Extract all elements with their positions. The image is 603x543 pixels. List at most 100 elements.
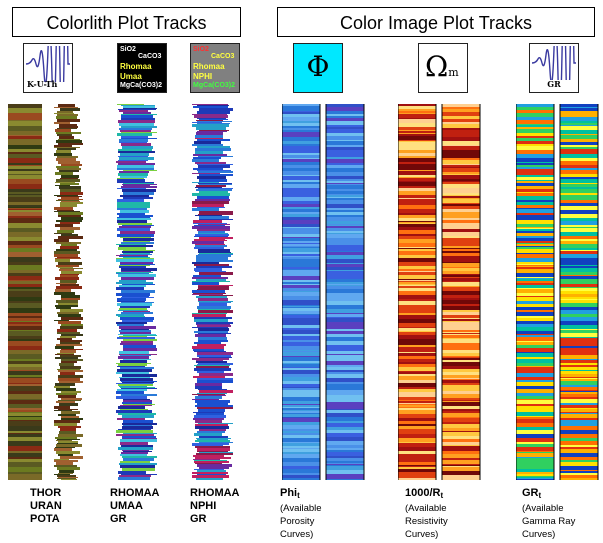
resistivity-left-band — [398, 198, 436, 199]
gamma-right-band — [560, 145, 598, 147]
phi-right-band — [326, 409, 364, 410]
kuth-band — [8, 284, 42, 286]
phi-right-band — [326, 279, 364, 282]
rhomaa-nphi-band — [198, 301, 233, 302]
phi-right-band — [326, 153, 364, 157]
kuth-band — [8, 270, 42, 273]
kuth-curve-band — [55, 224, 73, 227]
resistivity-left-band — [398, 351, 436, 352]
gamma-right-band — [560, 174, 598, 177]
resistivity-left-band — [398, 392, 436, 393]
rhomaa-nphi-band — [193, 168, 223, 170]
phi-left-band — [282, 155, 320, 158]
rhomaa-nphi-band — [197, 146, 230, 148]
gamma-right-band — [560, 453, 598, 457]
rhomaa-nphi-band — [199, 119, 228, 120]
kuth-band — [8, 433, 42, 434]
phi-right-band — [326, 109, 364, 111]
resistivity-left-band — [398, 175, 436, 177]
gamma-left-band — [516, 133, 554, 136]
resistivity-right-band — [442, 258, 480, 261]
phi-left-band — [282, 171, 320, 175]
rhomaa-umaa-band — [118, 406, 145, 409]
colorlith-header: Colorlith Plot Tracks — [12, 7, 241, 37]
kuth-band — [8, 202, 42, 205]
gamma-left-band — [516, 327, 554, 331]
gamma-left-band — [516, 386, 554, 389]
kuth-curve-band — [60, 309, 83, 312]
resistivity-left-band — [398, 284, 436, 285]
rhomaa-umaa-band — [118, 163, 155, 165]
phi-left-band — [282, 438, 320, 442]
resistivity-right-band — [442, 325, 480, 328]
gamma-right-band — [560, 473, 598, 475]
gamma-left-band — [516, 279, 554, 281]
phi-left-band — [282, 110, 320, 111]
resistivity-left-band — [398, 186, 436, 188]
rhomaa-umaa-icon-line: Umaa — [120, 72, 142, 81]
phi-right-band — [326, 176, 364, 179]
resistivity-left-band — [398, 331, 436, 332]
phi-right-band — [326, 259, 364, 263]
rhomaa-nphi-band — [198, 156, 233, 157]
kuth-curve-band — [55, 383, 75, 386]
gamma-left-band — [516, 220, 554, 224]
kuth-band — [8, 474, 42, 476]
phi-left-band — [282, 370, 320, 374]
phi-left-band — [282, 251, 320, 252]
kuth-curve-band — [55, 289, 71, 292]
gamma-right-band — [560, 294, 598, 297]
kuth-band — [8, 364, 42, 367]
phi-right-band — [326, 386, 364, 390]
kuth-band — [8, 324, 42, 326]
kuth-band — [8, 145, 42, 149]
phi-right-band — [326, 104, 364, 106]
gamma-right-band — [560, 161, 598, 165]
gamma-left-band — [516, 283, 554, 285]
resistivity-right-band — [442, 281, 480, 282]
phi-left-band — [282, 330, 320, 334]
kuth-band — [8, 361, 42, 364]
rhomaa-nphi-band — [192, 277, 228, 279]
gamma-right-band — [560, 333, 598, 337]
phi-left-band — [282, 475, 320, 478]
resistivity-left-band — [398, 104, 436, 106]
resistivity-left-band — [398, 393, 436, 397]
kuth-curve-band — [57, 196, 82, 197]
resistivity-right-band — [442, 319, 480, 321]
rhomaa-umaa-band — [121, 329, 149, 330]
gamma-left-band — [516, 423, 554, 427]
resistivity-right-band — [442, 439, 480, 442]
gamma-left-band — [516, 452, 554, 453]
rhomaa-umaa-band — [121, 388, 157, 389]
resistivity-left-band — [398, 131, 436, 133]
gamma-left-band — [516, 474, 554, 476]
kuth-curve-band — [60, 189, 81, 192]
resistivity-left-band — [398, 109, 436, 111]
gamma-right-band — [560, 355, 598, 359]
rhomaa-nphi-band — [197, 380, 233, 383]
phi-left-band — [282, 212, 320, 214]
gamma-left-band — [516, 236, 554, 238]
phi-left-band — [282, 228, 320, 230]
gamma-right-band — [560, 420, 598, 422]
gamma-right-band — [560, 261, 598, 265]
gamma-left-band — [516, 278, 554, 279]
resistivity-left-band — [398, 424, 436, 426]
kuth-curve-band — [55, 447, 75, 448]
phi-left-band — [282, 214, 320, 217]
phi-left-band — [282, 462, 320, 466]
resistivity-left-band — [398, 246, 436, 247]
resistivity-right-band — [442, 339, 480, 343]
kuth-curve-band — [54, 251, 80, 254]
kuth-band — [8, 131, 42, 135]
kuth-band — [8, 166, 42, 169]
gamma-left-band — [516, 469, 554, 472]
gamma-left-band — [516, 144, 554, 146]
rhomaa-nphi-band — [198, 254, 233, 255]
resistivity-labels: 1000/Rt (Available Resistivity Curves) — [405, 487, 448, 541]
resistivity-right-band — [442, 190, 480, 193]
phi-right-band — [326, 456, 364, 458]
resistivity-right-band — [442, 203, 480, 204]
resistivity-left-band — [398, 467, 436, 469]
